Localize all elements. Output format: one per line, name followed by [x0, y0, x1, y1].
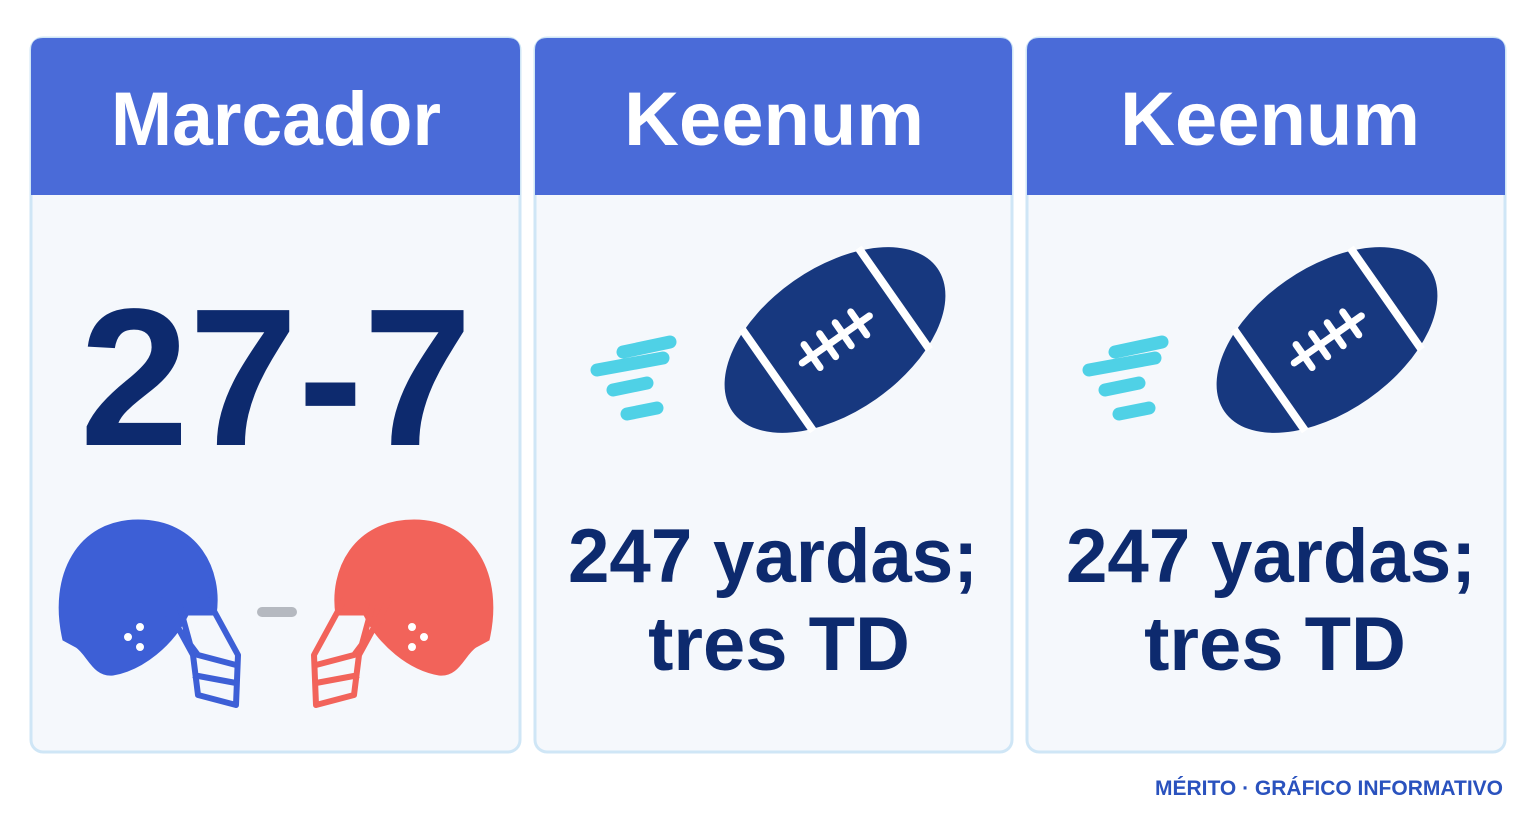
stat-line: tres TD: [1144, 602, 1406, 687]
stat-line: 247 yardas;: [1066, 514, 1476, 599]
score: 27-7: [80, 268, 472, 487]
card-header: Keenum: [624, 77, 924, 162]
card-score: Marcador 27-7: [29, 36, 522, 754]
card-header: Marcador: [111, 77, 441, 162]
card-stat: Keenum 247 yardas; tres TD: [1025, 36, 1507, 754]
dash: [257, 607, 297, 617]
card-stat: Keenum 247 yardas; tres TD: [533, 36, 1014, 754]
card-header: Keenum: [1120, 77, 1420, 162]
footer: MÉRITO · GRÁFICO INFORMATIVO: [1155, 777, 1503, 800]
stat-line: 247 yardas;: [568, 514, 978, 599]
stat-line: tres TD: [648, 602, 910, 687]
